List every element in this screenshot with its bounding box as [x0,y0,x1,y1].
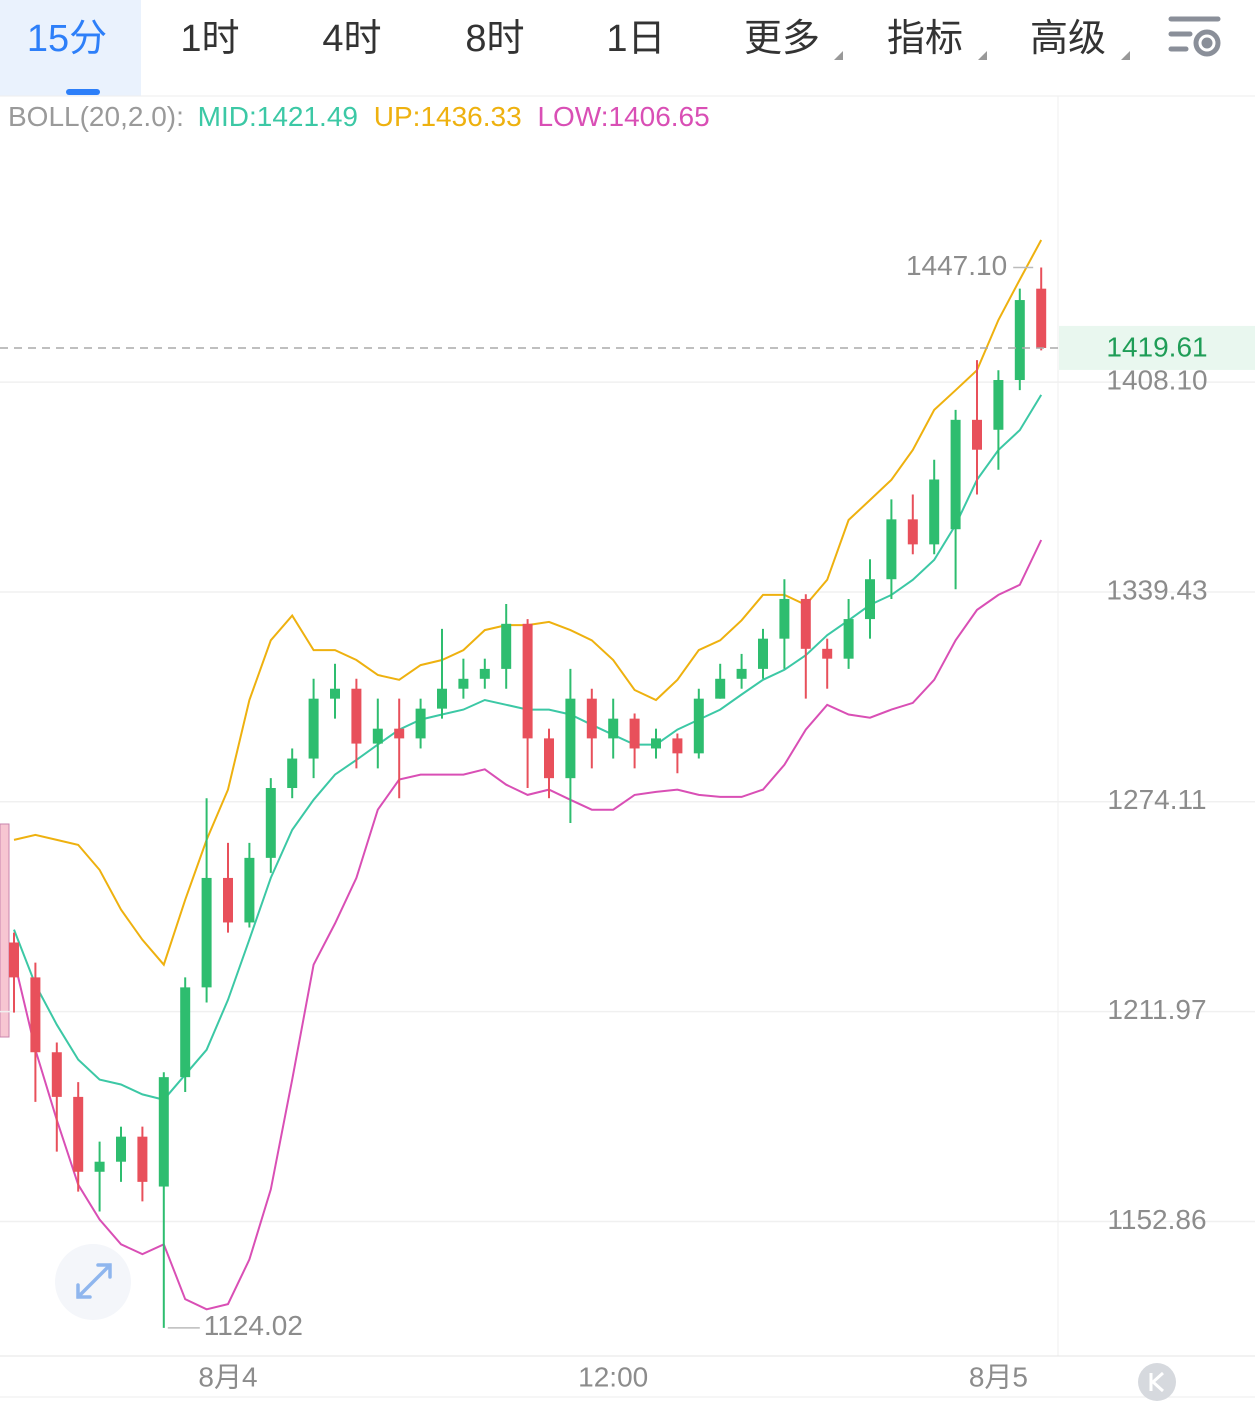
dropdown-arrow [1121,51,1130,60]
candle-body [693,698,704,754]
candle-body [73,1096,84,1172]
tab[interactable]: 1时 [180,18,239,60]
min-label: 1124.02 [204,1310,303,1341]
band-line [13,239,1043,967]
expand-button[interactable] [55,1244,131,1320]
dropdown-arrow [834,51,843,60]
candle-body [629,718,640,749]
candle-body [265,788,276,858]
candle-body [287,758,298,789]
candle-body [1014,300,1025,381]
candle-body [415,708,426,739]
candle-body [116,1136,126,1162]
tab-underline [66,89,100,95]
candles [9,267,1047,1328]
last-price-label: 1419.61 [1106,331,1207,362]
candle-body [736,668,747,679]
candle-body [351,688,362,744]
candle-body [586,698,597,739]
candle-body [158,1077,169,1187]
candle-body [950,419,961,530]
candle-body [223,877,233,923]
x-tick-label: 8月5 [969,1361,1028,1392]
candle-body [522,623,533,739]
tab-bar [0,0,1255,96]
candle-body [565,698,576,779]
candle-body [479,668,490,679]
candle-body [51,1052,62,1097]
settings-icon[interactable] [1168,16,1221,57]
candle-body [886,519,897,580]
candle-body [180,987,191,1078]
candle-body [779,598,790,639]
candle-body [437,688,447,709]
indicator-label: BOLL(20,2.0): [8,101,184,132]
candle-body [651,738,661,749]
candle-body [843,619,854,659]
y-tick-label: 1211.97 [1107,994,1206,1025]
candle-body [715,678,726,699]
candle-body [308,698,319,759]
candle-body [30,977,41,1053]
candle-body [929,479,940,545]
tab[interactable]: 15分 [27,18,107,60]
candle-body [137,1136,148,1182]
tab[interactable]: 1日 [606,18,665,60]
indicator-up: UP:1436.33 [374,101,522,132]
tab[interactable]: 高级 [1030,18,1106,60]
candle-body [865,579,875,620]
candle-body [458,678,469,689]
candle-body [501,623,512,669]
dropdown-arrow [978,51,987,60]
tab[interactable]: 更多 [744,18,820,60]
selection-highlight [0,823,10,1038]
candle-body [94,1161,105,1172]
candle-body [394,728,405,739]
candle-body [1036,288,1047,348]
tab[interactable]: 4时 [322,18,381,60]
x-tick-label: 12:00 [578,1361,648,1392]
candle-body [800,598,811,649]
candle-body [330,688,340,699]
candle-body [907,519,918,545]
candle-body [608,718,619,739]
candle-body [672,738,683,754]
candle-body [201,877,212,988]
y-tick-label: 1274.11 [1107,784,1206,815]
candle-body [544,738,554,779]
tabs: 15分 1时 4时 8时 1日 更多 指标 高级 [27,18,1106,60]
indicator-low: LOW:1406.65 [537,101,709,132]
grid [0,381,1255,1223]
max-label: 1447.10 [906,250,1007,281]
x-tick-label: 8月4 [198,1361,257,1392]
tab[interactable]: 指标 [887,18,963,60]
band-line [13,539,1043,1311]
y-tick-label: 1339.43 [1106,574,1207,605]
candle-body [372,728,383,744]
candle-body [244,857,255,923]
indicator-line: BOLL(20,2.0): MID:1421.49 UP:1436.33 LOW… [8,101,710,132]
candle-body [972,419,982,450]
last-price-tag [1059,325,1255,370]
scroll-end-button[interactable] [1138,1363,1176,1401]
candle-body [9,942,19,978]
candle-body [993,380,1004,430]
y-tick-label: 1152.86 [1107,1204,1206,1235]
indicator-mid: MID:1421.49 [198,101,358,132]
candle-body [758,638,768,669]
tab-selected-bg [0,0,141,96]
tab[interactable]: 8时 [465,18,524,60]
candle-body [822,648,833,659]
